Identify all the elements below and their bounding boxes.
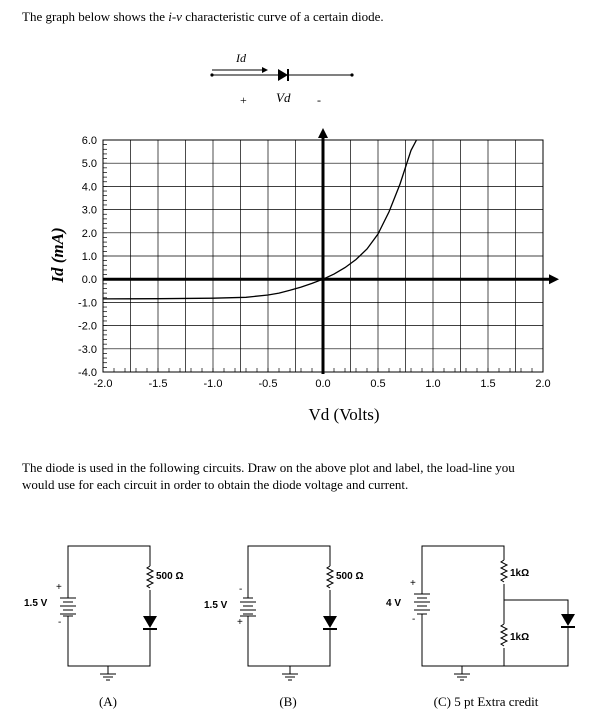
intro-text: The graph below shows the i-v characteri… <box>22 9 384 24</box>
x-tick-label: 0.5 <box>370 378 385 390</box>
resistor-icon <box>499 559 509 583</box>
x-tick-label: -1.5 <box>149 378 168 390</box>
plot-area: 6.0 5.0 4.0 3.0 2.0 1.0 0.0 -1.0 -2.0 -3.0 -4.0 -2… <box>48 128 559 424</box>
y-tick-label: 1.0 <box>82 251 97 263</box>
source-minus: - <box>239 584 242 595</box>
y-tick-label: 6.0 <box>82 135 97 147</box>
x-tick-label: -2.0 <box>94 378 113 390</box>
diode-plus-sign: + <box>240 93 247 107</box>
source-plus: + <box>56 582 62 593</box>
resistor-icon <box>499 623 509 647</box>
x-axis-arrow-icon <box>549 274 559 285</box>
axes <box>103 128 559 374</box>
intro-iv-term: i-v <box>168 9 182 24</box>
y-tick-label: -3.0 <box>78 344 97 356</box>
y-tick-label: 0.0 <box>82 274 97 286</box>
x-tick-label: -0.5 <box>259 378 278 390</box>
x-tick-label: 1.5 <box>480 378 495 390</box>
battery-icon <box>414 593 430 615</box>
diode-symbol: Id + Vd - <box>210 51 354 107</box>
minor-ticks <box>102 139 544 373</box>
y-axis-arrow-icon <box>318 128 328 138</box>
y-tick-label: -2.0 <box>78 321 97 333</box>
circuits-figure: + - 1.5 V 500 Ω (A) - + 1.5 V 500 Ω <box>24 545 575 709</box>
diode-icon <box>561 614 575 626</box>
x-tick-label: -1.0 <box>204 378 223 390</box>
battery-icon <box>240 597 256 617</box>
resistor-label-bottom: 1kΩ <box>510 632 529 643</box>
resistor-icon <box>325 565 335 589</box>
circuit-b: - + 1.5 V 500 Ω (B) <box>204 545 363 709</box>
circuit-label: (C) 5 pt Extra credit <box>434 694 539 709</box>
y-axis-label: Id (mA) <box>48 227 67 283</box>
resistor-label-top: 1kΩ <box>510 568 529 579</box>
diode-triangle-icon <box>278 69 288 81</box>
battery-icon <box>60 597 76 617</box>
source-minus: - <box>58 617 61 628</box>
x-tick-label: 1.0 <box>425 378 440 390</box>
y-tick-label: 3.0 <box>82 205 97 217</box>
source-voltage-label: 1.5 V <box>24 598 48 609</box>
y-tick-label: 2.0 <box>82 228 97 240</box>
iv-chart: Id + Vd - 6.05.04.03.02.01.00.0-1.0-2.0-… <box>48 51 559 424</box>
iv-curve-line <box>102 139 418 300</box>
x-tick-label: 0.0 <box>315 378 330 390</box>
y-tick-label: -4.0 <box>78 367 97 379</box>
diode-icon <box>143 616 157 628</box>
diode-current-label: Id <box>235 51 247 65</box>
question-paragraph: The diode is used in the following circu… <box>22 460 515 492</box>
y-tick-label: 5.0 <box>82 158 97 170</box>
diode-minus-sign: - <box>317 93 321 107</box>
ground-icon <box>100 666 116 681</box>
circuit-label: (A) <box>99 694 117 709</box>
source-minus: - <box>412 614 415 625</box>
y-tick-label: 4.0 <box>82 181 97 193</box>
diode-icon <box>323 616 337 628</box>
circuit-label: (B) <box>279 694 296 709</box>
x-axis-label: Vd (Volts) <box>309 405 380 424</box>
source-plus: + <box>410 578 416 589</box>
ground-icon <box>454 666 470 681</box>
y-tick-label: -1.0 <box>78 297 97 309</box>
source-voltage-label: 1.5 V <box>204 600 228 611</box>
x-tick-label: 2.0 <box>535 378 550 390</box>
resistor-label: 500 Ω <box>156 571 183 582</box>
resistor-icon <box>145 565 155 589</box>
source-plus: + <box>237 617 243 628</box>
source-voltage-label: 4 V <box>386 598 401 609</box>
circuit-a: + - 1.5 V 500 Ω (A) <box>24 545 183 709</box>
diode-voltage-label: Vd <box>276 90 291 105</box>
resistor-label: 500 Ω <box>336 571 363 582</box>
x-tick-labels: -2.0 -1.5 -1.0 -0.5 0.0 0.5 1.0 1.5 2.0 <box>94 378 551 390</box>
circuit-c: + - 4 V 1kΩ 1kΩ (C) 5 pt Extra credit <box>386 545 575 709</box>
y-tick-labels: 6.0 5.0 4.0 3.0 2.0 1.0 0.0 -1.0 -2.0 -3.0 -4.0 <box>78 135 97 379</box>
ground-icon <box>282 666 298 681</box>
